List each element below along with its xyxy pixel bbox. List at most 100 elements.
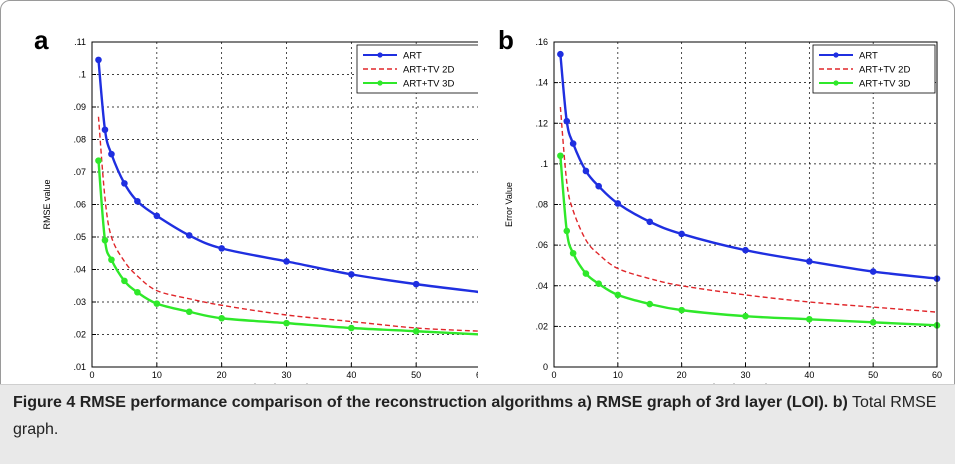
caption-plain-text: Total RMSE graph. [13,394,937,438]
y-tick-label: .07 [73,167,86,177]
y-tick-label: .1 [540,159,548,169]
legend-label: ART [403,51,422,62]
x-tick-label: 50 [411,370,421,380]
x-tick-label: 40 [346,370,356,380]
chart-panel-a: a 0 10 20 30 40 50 60 .01 .02 .03 .04 .05 .06 .07 .08 .0… [34,25,478,384]
series-point-2 [563,227,571,235]
panel-letter: a [34,25,49,55]
series-point-0 [101,126,109,134]
series-point-0 [869,268,877,275]
series-point-2 [218,314,225,322]
x-axis-label: iteration number [254,382,319,384]
x-tick-label: 0 [551,370,556,380]
x-tick-label: 60 [932,370,942,380]
series-point-2 [95,157,102,164]
panel-letter: b [498,25,514,55]
series-point-0 [806,258,813,265]
x-tick-label: 60 [476,370,478,380]
figure-caption: Figure 4 RMSE performance comparison of … [13,389,943,443]
plot-border [91,41,478,368]
series-point-0 [121,180,128,187]
series-point-2 [557,152,564,160]
series-point-2 [412,327,420,335]
x-tick-label: 40 [804,370,814,380]
x-tick-label: 10 [613,370,623,380]
plot-border [553,41,938,368]
x-tick-label: 20 [217,370,227,380]
series-point-0 [595,182,602,190]
legend-marker [377,52,383,58]
series-point-0 [108,150,115,158]
y-axis-label: Error Value [504,182,514,227]
y-tick-label: .08 [535,200,548,210]
series-point-2 [185,308,193,316]
series-line-1 [97,116,478,332]
series-point-0 [412,280,420,288]
series-point-2 [101,236,109,244]
series-point-2 [153,300,161,307]
series-point-2 [806,315,813,323]
y-tick-label: .11 [74,37,86,47]
y-tick-label: .12 [535,118,548,128]
series-point-2 [614,291,622,299]
chart-panel-b: b 0 10 20 30 40 50 60 0 .02 .04 .06 .08 .1 .12 .14 .16 it… [498,25,942,384]
x-tick-label: 10 [152,370,162,380]
legend-label: ART+TV 3D [859,79,910,90]
legend-box [356,44,478,94]
y-tick-label: .09 [73,102,86,112]
series-point-2 [134,288,141,296]
series-point-2 [678,306,685,314]
series-point-2 [869,319,877,326]
legend-box [812,44,936,94]
y-tick-label: .02 [73,330,86,340]
caption-figure-label: Figure 4 [13,394,76,411]
y-tick-label: .03 [73,297,86,307]
y-tick-label: .06 [73,200,86,210]
y-tick-label: .14 [535,78,548,88]
series-point-0 [563,117,571,125]
series-point-0 [614,200,622,207]
series-point-2 [121,277,128,285]
series-point-0 [95,56,102,64]
x-tick-label: 50 [868,370,878,380]
series-point-0 [185,232,193,239]
y-tick-label: .04 [535,281,548,291]
caption-bold-text: RMSE performance comparison of the recon… [79,394,848,411]
y-tick-label: .04 [73,265,86,275]
x-axis-label: iteration number [713,382,778,384]
series-point-2 [569,249,577,257]
legend-label: ART+TV 2D [403,65,454,76]
legend-label: ART+TV 3D [403,79,454,90]
series-point-0 [678,230,685,238]
legend-marker [377,80,383,86]
series-point-0 [283,258,290,265]
series-line-1 [559,106,938,313]
caption-bar [0,384,955,464]
y-tick-label: .16 [535,37,548,47]
series-point-0 [348,271,355,278]
series-point-0 [582,167,590,175]
series-point-2 [108,256,115,264]
legend-label: ART+TV 2D [859,65,910,76]
series-point-2 [348,324,355,332]
series-point-2 [742,312,749,320]
series-point-2 [283,319,290,327]
legend-label: ART [859,51,878,62]
series-point-0 [557,50,564,58]
series-point-2 [595,280,602,288]
y-axis-label: RMSE value [42,179,52,229]
series-point-2 [582,270,590,277]
series-point-0 [742,246,749,254]
series-point-0 [134,197,141,205]
y-tick-label: .02 [535,321,548,331]
series-point-0 [569,140,577,147]
legend-marker [833,80,839,86]
y-tick-label: .01 [73,362,86,372]
series-point-0 [646,218,654,226]
y-tick-label: .05 [73,232,86,242]
series-point-0 [218,245,225,252]
series-point-2 [646,300,654,308]
x-tick-label: 0 [89,370,94,380]
legend-marker [833,52,839,58]
x-tick-label: 30 [281,370,291,380]
